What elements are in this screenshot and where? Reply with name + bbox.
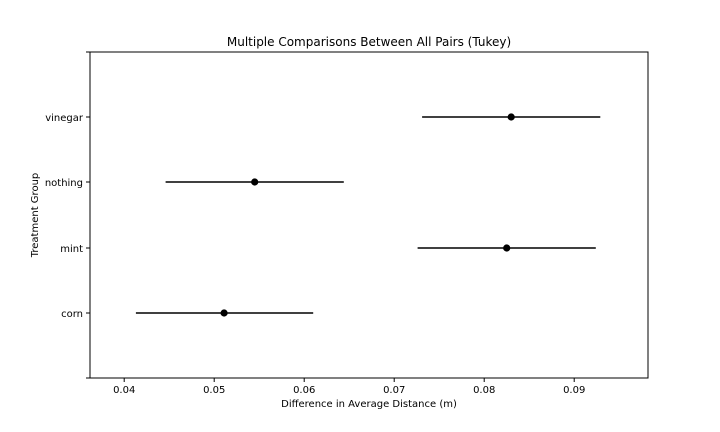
y-tick-label: mint xyxy=(60,244,83,255)
mean-marker-nothing xyxy=(251,178,259,186)
error-bars xyxy=(135,113,601,317)
x-tick-label: 0.05 xyxy=(203,385,225,396)
x-axis: 0.04 0.05 0.06 0.07 0.08 0.09 xyxy=(113,378,585,396)
x-tick-label: 0.07 xyxy=(383,385,405,396)
chart-title: Multiple Comparisons Between All Pairs (… xyxy=(227,35,511,49)
y-axis: corn mint nothing vinegar xyxy=(45,51,90,379)
x-tick-label: 0.08 xyxy=(473,385,495,396)
y-tick-label: vinegar xyxy=(45,113,84,124)
plot-area xyxy=(89,51,649,379)
x-tick-label: 0.04 xyxy=(113,385,135,396)
y-axis-label: Treatment Group xyxy=(30,173,41,259)
y-tick-label: nothing xyxy=(45,178,83,189)
x-axis-label: Difference in Average Distance (m) xyxy=(281,399,457,410)
mean-marker-vinegar xyxy=(507,113,515,121)
x-tick-label: 0.09 xyxy=(563,385,585,396)
x-tick-label: 0.06 xyxy=(293,385,315,396)
mean-marker-mint xyxy=(503,244,511,252)
y-tick-label: corn xyxy=(61,309,83,320)
mean-marker-corn xyxy=(220,309,228,317)
